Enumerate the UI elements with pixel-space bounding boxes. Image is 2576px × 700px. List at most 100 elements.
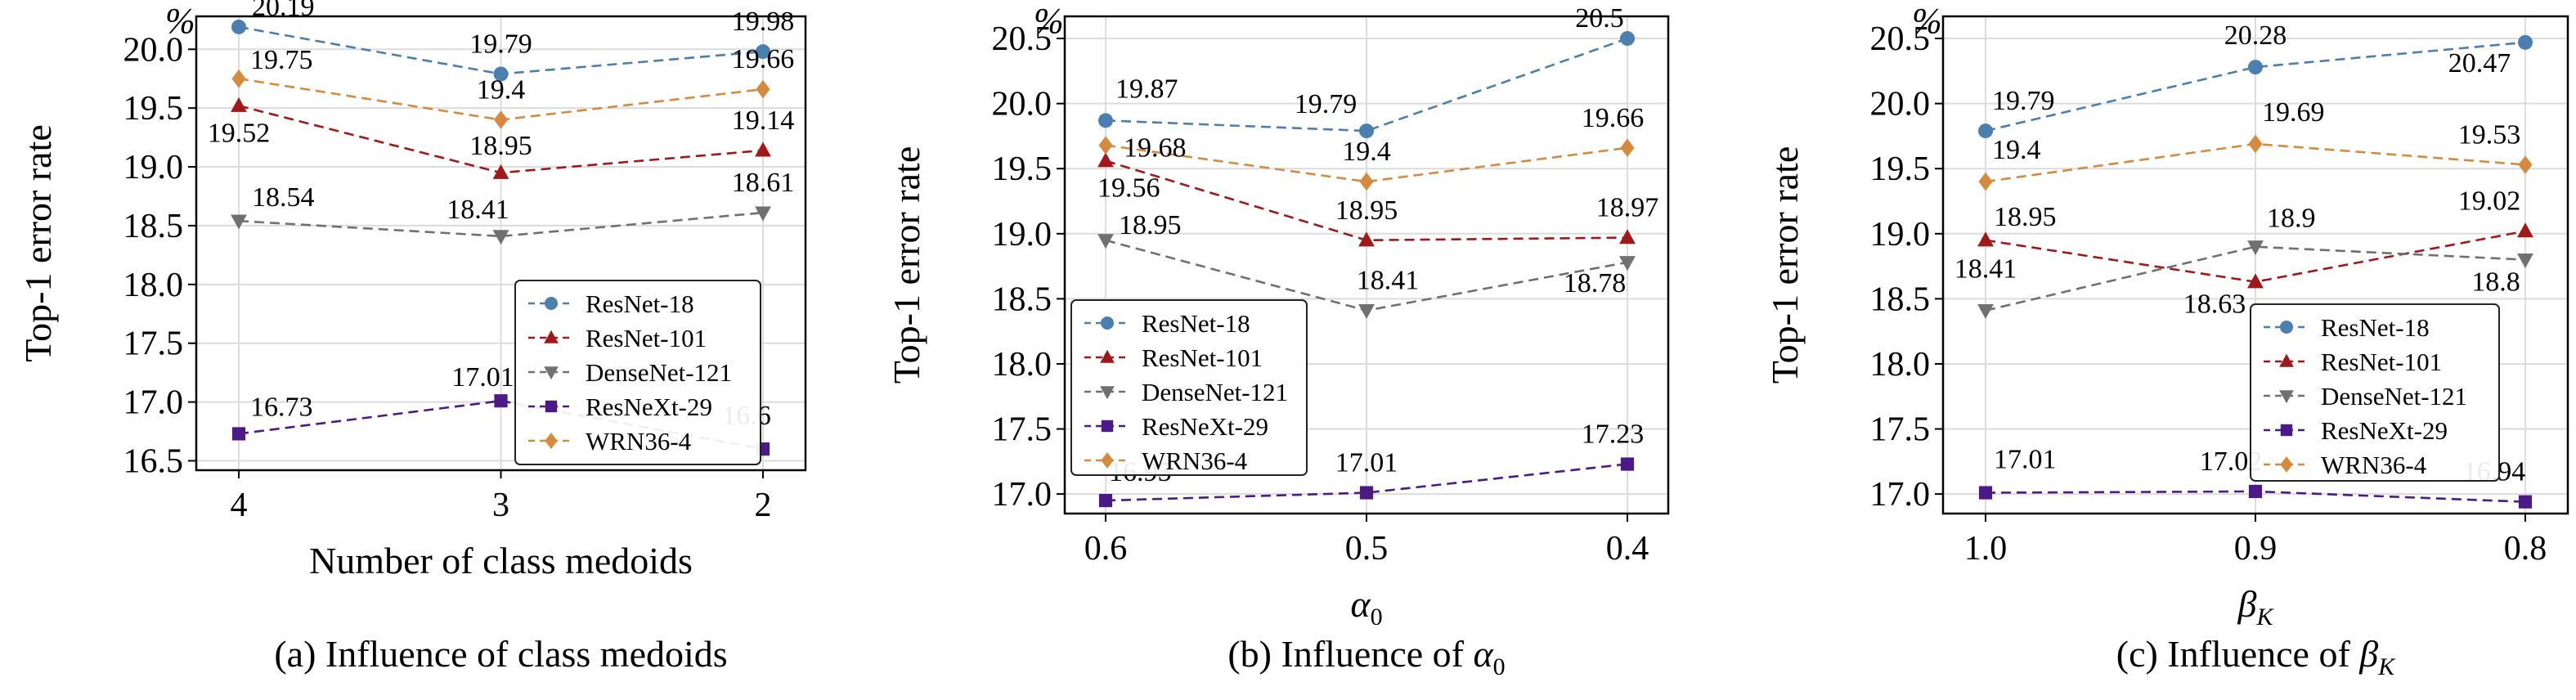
data-label: 19.66 xyxy=(732,44,795,74)
data-label: 18.95 xyxy=(469,131,532,161)
data-point-resnet-101 xyxy=(1097,152,1114,168)
data-label: 19.52 xyxy=(208,118,271,148)
x-tick-label: 4 xyxy=(231,487,248,524)
data-label: 19.4 xyxy=(477,75,526,105)
y-tick-label: 20.5 xyxy=(1870,20,1931,58)
legend-marker xyxy=(544,366,559,380)
y-tick-label: 17.0 xyxy=(123,384,184,422)
unit-label: % xyxy=(165,1,195,41)
caption: (c) Influence of βK xyxy=(2116,633,2396,680)
y-tick-label: 18.0 xyxy=(1870,346,1931,384)
legend-box xyxy=(2250,303,2500,482)
y-tick-label: 19.0 xyxy=(123,149,184,186)
legend: ResNet-18 ResNet-101 DenseNet-121 ResNeXt-2… xyxy=(1070,299,1308,476)
legend: ResNet-18 ResNet-101 DenseNet-121 ResNeXt-2… xyxy=(2250,303,2500,482)
series-line-wrn36-4 xyxy=(1105,144,1628,183)
series-densenet-121: 18.41 18.9 18.8 xyxy=(1954,204,2533,320)
data-label: 18.61 xyxy=(732,168,795,198)
data-point-densenet-121 xyxy=(755,206,771,222)
legend-entry-resnet-18: ResNet-18 xyxy=(2264,313,2430,342)
legend-marker xyxy=(544,330,559,343)
y-tick-label: 17.5 xyxy=(1870,411,1931,449)
data-label: 17.01 xyxy=(451,362,514,393)
data-point-wrn36-4 xyxy=(493,110,509,129)
data-label: 19.66 xyxy=(1582,103,1645,133)
series-wrn36-4: 19.4 19.69 19.53 xyxy=(1978,97,2533,191)
y-tick-label: 20.0 xyxy=(1870,86,1931,123)
series-line-densenet-121 xyxy=(1985,245,2526,312)
y-tick-label: 18.5 xyxy=(123,208,184,245)
data-label: 18.95 xyxy=(1994,202,2057,232)
data-point-resnet-101 xyxy=(492,164,509,179)
data-point-resnet-101 xyxy=(1619,229,1636,245)
chart-panel-2: 17.0 17.5 18.0 18.5 19.0 19.5 20.0 20.5 0.6 0.5 0.… xyxy=(886,1,1670,680)
legend-marker xyxy=(1100,349,1115,363)
data-label: 18.41 xyxy=(1954,254,2017,285)
data-label: 19.4 xyxy=(1992,135,2041,165)
data-label: 20.19 xyxy=(252,0,315,22)
data-label: 19.79 xyxy=(1992,86,2055,116)
series-resnet-101: 19.56 18.95 18.97 xyxy=(1097,152,1658,247)
legend-marker xyxy=(1101,420,1114,433)
data-point-densenet-121 xyxy=(1358,304,1375,320)
data-label: 19.02 xyxy=(2458,186,2521,217)
data-point-resnet-18 xyxy=(1978,123,1993,139)
data-label: 19.69 xyxy=(2262,97,2325,128)
legend-entry-wrn36-4: WRN36-4 xyxy=(528,427,692,455)
data-label: 18.95 xyxy=(1119,210,1182,240)
legend-entry-resnet-101: ResNet-101 xyxy=(1084,343,1263,372)
x-axis-label: βK xyxy=(2237,583,2275,630)
data-point-densenet-121 xyxy=(1619,256,1636,271)
data-label: 18.95 xyxy=(1335,195,1398,226)
y-tick-label: 17.0 xyxy=(1870,476,1931,514)
series-densenet-121: 18.95 18.41 18.78 xyxy=(1097,210,1636,320)
data-point-densenet-121 xyxy=(2517,253,2533,268)
legend-label: ResNeXt-29 xyxy=(586,393,712,421)
data-label: 17.23 xyxy=(1582,420,1645,450)
y-tick-label: 16.5 xyxy=(123,442,184,480)
x-axis-label: Number of class medoids xyxy=(309,540,693,581)
data-label: 20.5 xyxy=(1575,3,1624,34)
legend-entry-densenet-121: DenseNet-121 xyxy=(2264,382,2467,411)
data-point-resnext-29 xyxy=(2518,495,2533,509)
data-point-wrn36-4 xyxy=(231,69,246,88)
data-label: 19.75 xyxy=(250,45,313,75)
legend-entry-resnext-29: ResNeXt-29 xyxy=(528,393,712,421)
data-point-resnet-18 xyxy=(1620,31,1635,47)
data-label: 17.01 xyxy=(1994,445,2057,475)
legend-label: ResNet-101 xyxy=(586,324,707,352)
data-label: 19.98 xyxy=(732,7,795,37)
legend-marker xyxy=(2279,390,2294,404)
data-point-resnet-18 xyxy=(1359,123,1374,139)
data-point-resnext-29 xyxy=(1098,493,1113,508)
caption: (a) Influence of class medoids xyxy=(274,633,727,675)
legend-entry-resnet-18: ResNet-18 xyxy=(528,289,694,318)
data-point-resnet-101 xyxy=(1977,231,1994,247)
data-label: 18.9 xyxy=(2267,204,2316,234)
data-point-resnext-29 xyxy=(1978,486,1993,500)
x-tick-label: 0.4 xyxy=(1606,530,1649,568)
x-tick-label: 0.6 xyxy=(1084,530,1128,568)
legend-label: DenseNet-121 xyxy=(586,358,732,387)
y-tick-label: 17.0 xyxy=(992,476,1052,514)
data-point-densenet-121 xyxy=(1977,304,1994,320)
data-label: 17.01 xyxy=(1335,448,1398,478)
legend-marker xyxy=(1100,386,1115,400)
legend-marker xyxy=(2280,321,2293,334)
legend-marker xyxy=(545,297,558,310)
y-tick-label: 18.5 xyxy=(1870,280,1931,318)
data-label: 20.28 xyxy=(2224,20,2287,51)
y-tick-label: 20.0 xyxy=(123,31,184,69)
data-label: 18.41 xyxy=(1357,266,1420,296)
y-tick-label: 19.0 xyxy=(992,216,1052,254)
x-axis-label: α0 xyxy=(1350,583,1382,630)
series-densenet-121: 18.54 18.41 18.61 xyxy=(231,168,794,245)
data-label: 18.54 xyxy=(252,182,315,213)
legend-entry-densenet-121: DenseNet-121 xyxy=(1084,378,1288,406)
y-axis-label: Top-1 error rate xyxy=(17,124,59,362)
legend-marker xyxy=(545,433,558,449)
data-label: 18.63 xyxy=(2183,289,2246,320)
data-point-resnet-101 xyxy=(2517,222,2533,238)
x-tick-label: 0.5 xyxy=(1345,530,1389,568)
